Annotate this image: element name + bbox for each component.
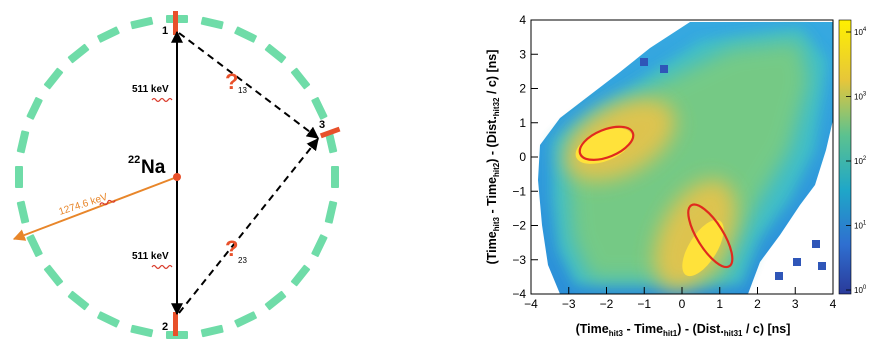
- sparse-bin: [793, 258, 801, 266]
- y-tick-label: 1: [519, 116, 526, 130]
- x-tick-label: 4: [830, 297, 837, 311]
- wavy-gamma: [99, 199, 116, 206]
- detector-segment: [15, 166, 23, 188]
- x-axis: −4 −3 −2 −1 0 1 2 3 4: [524, 287, 837, 311]
- colorbar-tick-label: 103: [854, 92, 867, 102]
- detector-segment: [331, 166, 339, 188]
- colorbar-tick-label: 104: [854, 27, 867, 37]
- hit-marker-3: [319, 126, 341, 139]
- detector-ring: [15, 15, 339, 339]
- detector-segment: [67, 43, 90, 64]
- detector-segment: [67, 290, 90, 311]
- arrow-gamma: [12, 176, 178, 241]
- question-sub-13: 13: [238, 86, 247, 95]
- colorbar-ticks: 100 101 102 103 104: [846, 27, 867, 295]
- x-tick-label: 1: [716, 297, 723, 311]
- detector-segment: [97, 311, 120, 328]
- wavy-up: [151, 97, 173, 103]
- detector-segment: [324, 200, 338, 224]
- colorbar: 100 101 102 103 104: [838, 19, 867, 295]
- detector-segment: [26, 234, 43, 257]
- y-tick-label: 3: [519, 47, 526, 61]
- detector-segment: [324, 130, 338, 154]
- detector-segment: [16, 200, 30, 224]
- heatmap-panel: −4 −3 −2 −1 0 1 2 3 4 −4 −3 −2 −1 0 1 2 3 4 (Timehit3 - …: [485, 13, 837, 338]
- question-mark-23: ?: [225, 236, 238, 261]
- selection-ellipse: [687, 203, 734, 269]
- colorbar-tick-label: 101: [854, 221, 867, 231]
- x-axis-label: (Timehit3 - Timehit1) - (Dist.hit31 / c)…: [576, 322, 791, 338]
- detector-segment: [264, 43, 287, 64]
- hit-label-1: 1: [162, 25, 168, 37]
- detector-segment: [200, 324, 224, 338]
- detector-segment: [130, 16, 154, 30]
- colorbar-tick-label: 102: [854, 156, 867, 166]
- y-tick-label: 2: [519, 82, 526, 96]
- x-tick-label: 2: [754, 297, 761, 311]
- detector-segment: [26, 97, 43, 120]
- sparse-bin: [812, 240, 820, 248]
- y-axis-label: (Timehit3 - Timehit2) - (Dist.hit32 / c)…: [485, 50, 501, 265]
- x-tick-label: 3: [792, 297, 799, 311]
- source-mass-number: 22: [128, 154, 140, 166]
- sparse-bin: [775, 272, 783, 280]
- x-tick-label: 0: [679, 297, 686, 311]
- hit-marker-1: [173, 11, 178, 35]
- x-tick-label: −3: [562, 297, 576, 311]
- y-tick-label: −4: [512, 287, 526, 301]
- detector-segment: [200, 16, 224, 30]
- colorbar-tick-label: 100: [854, 285, 867, 295]
- detector-segment: [290, 67, 311, 90]
- detector-segment: [234, 311, 257, 328]
- detector-segment: [130, 324, 154, 338]
- detector-segment: [16, 130, 30, 154]
- heatmap-green-region: [568, 40, 810, 280]
- selection-ellipse: [578, 125, 635, 161]
- source-label: Na: [141, 157, 166, 178]
- empty-region: [760, 188, 833, 294]
- detector-segment: [43, 264, 64, 287]
- selection-ellipses: [578, 125, 734, 269]
- y-tick-label: 4: [519, 13, 526, 27]
- x-tick-label: −1: [637, 297, 651, 311]
- colorbar-gradient: [838, 19, 852, 295]
- y-axis: −4 −3 −2 −1 0 1 2 3 4: [512, 13, 538, 301]
- detector-segment: [43, 67, 64, 90]
- detector-segment: [264, 290, 287, 311]
- hit-marker-2: [173, 312, 178, 336]
- dashed-arrow-1-3: [178, 32, 319, 139]
- hit-label-3: 3: [319, 119, 325, 131]
- y-tick-label: −1: [512, 184, 526, 198]
- dashed-arrow-2-3: [178, 138, 319, 314]
- energy-label-down: 511 keV: [132, 251, 169, 262]
- energy-label-up: 511 keV: [132, 84, 169, 95]
- question-sub-23: 23: [238, 256, 247, 265]
- hit-label-2: 2: [162, 321, 168, 333]
- detector-segment: [97, 26, 120, 43]
- y-tick-label: 0: [519, 150, 526, 164]
- sparse-bin: [660, 65, 668, 73]
- x-tick-label: −4: [524, 297, 538, 311]
- detector-segment: [311, 234, 328, 257]
- x-tick-label: −2: [600, 297, 614, 311]
- detector-segment: [234, 26, 257, 43]
- sparse-bin: [818, 262, 826, 270]
- y-tick-label: −2: [512, 219, 526, 233]
- wavy-down: [151, 264, 173, 270]
- source-point: [173, 173, 181, 181]
- sparse-bin: [640, 58, 648, 66]
- y-tick-label: −3: [512, 253, 526, 267]
- detector-segment: [290, 264, 311, 287]
- question-mark-13: ?: [225, 69, 238, 94]
- detector-segment: [311, 97, 328, 120]
